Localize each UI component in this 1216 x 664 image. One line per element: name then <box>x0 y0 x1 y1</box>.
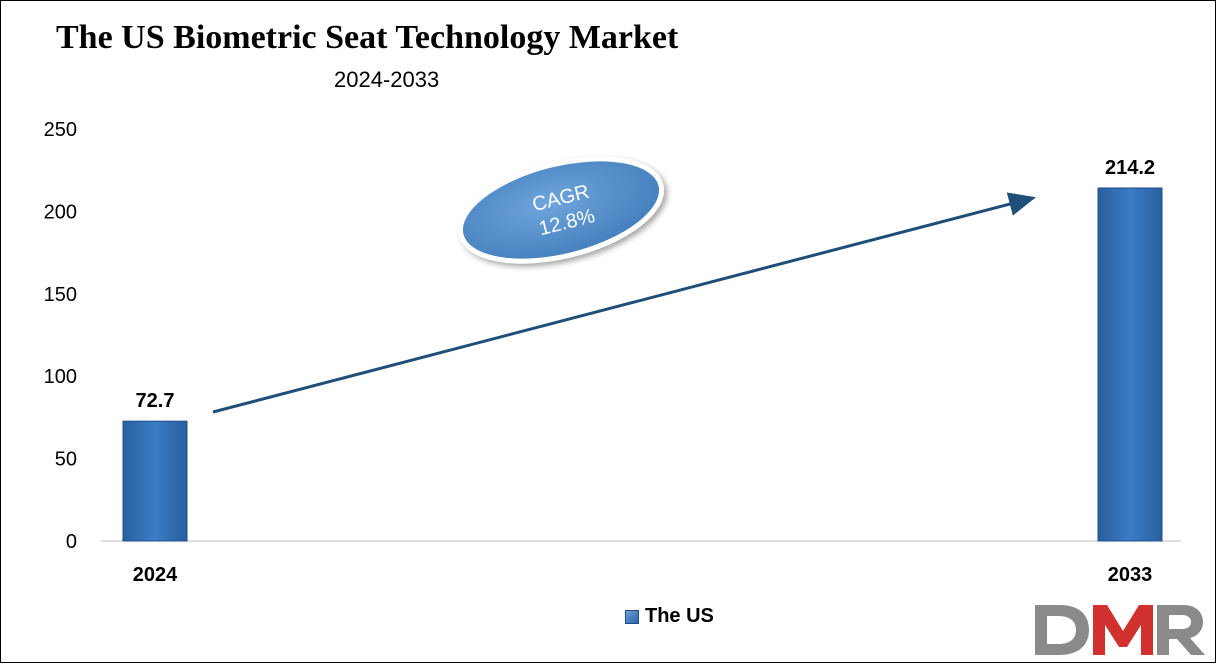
chart-title: The US Biometric Seat Technology Market <box>56 19 679 56</box>
y-tick-label: 150 <box>44 284 77 306</box>
y-tick-label: 50 <box>55 449 77 471</box>
data-label-2033: 214.2 <box>1105 157 1155 179</box>
legend-label: The US <box>645 605 714 627</box>
cagr-annotation <box>457 156 665 264</box>
y-tick-label: 0 <box>66 531 77 553</box>
y-tick-label: 250 <box>44 119 77 141</box>
dmr-logo <box>1035 605 1205 655</box>
cagr-trend-arrow <box>212 192 1036 414</box>
x-tick-label-2033: 2033 <box>1108 564 1153 586</box>
legend-swatch <box>625 609 639 624</box>
bar-2033 <box>1097 187 1163 542</box>
bar-2024 <box>122 420 188 542</box>
y-tick-label: 200 <box>44 201 77 223</box>
x-tick-label-2024: 2024 <box>133 564 178 586</box>
chart-legend: The US <box>625 605 714 628</box>
y-tick-label: 100 <box>44 366 77 388</box>
data-label-2024: 72.7 <box>136 390 175 412</box>
chart-subtitle: 2024-2033 <box>334 67 440 92</box>
